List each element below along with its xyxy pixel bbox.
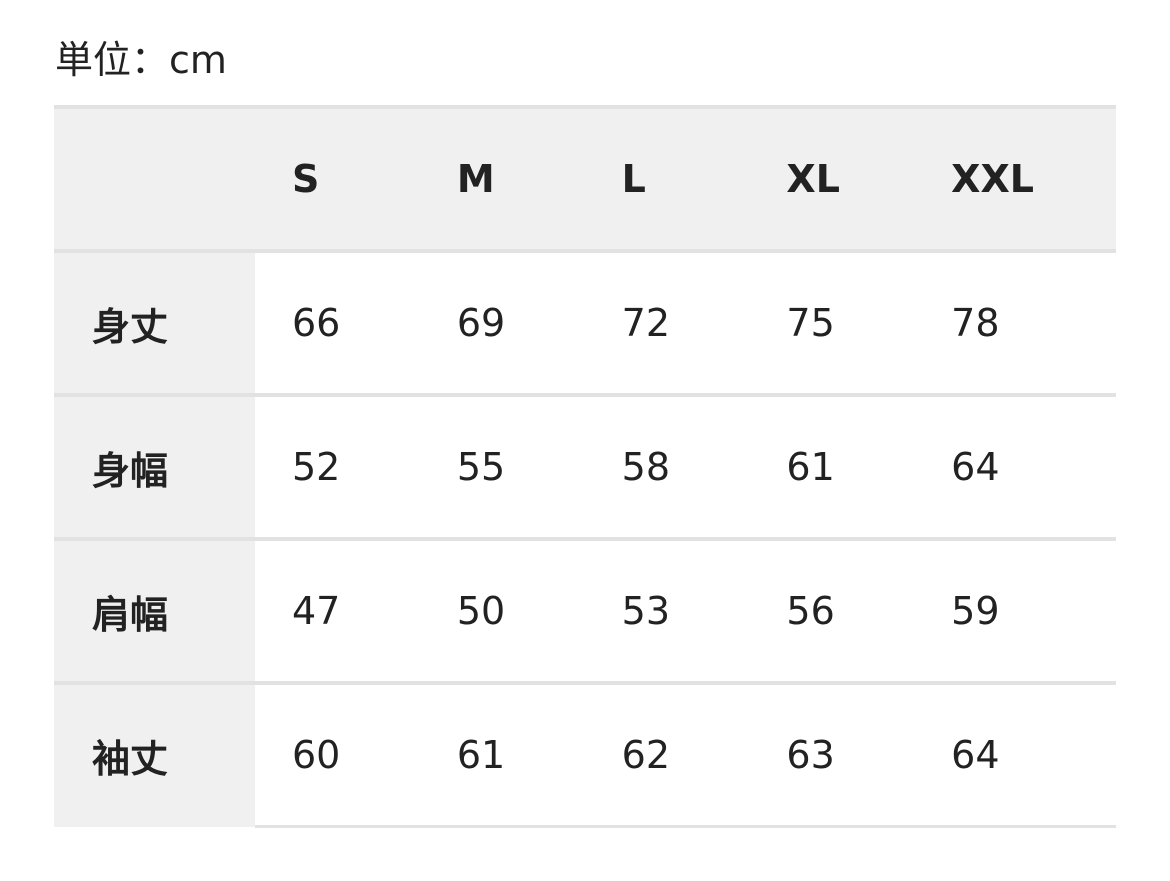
table-cell: 61: [786, 393, 952, 539]
table-cell: 60: [254, 681, 457, 828]
table-cell: 72: [621, 249, 787, 395]
row-header: 身幅: [54, 393, 255, 539]
table-row: 身丈 66 69 72 75 78: [54, 249, 1116, 395]
header-row: S M L XL XXL: [54, 105, 1116, 251]
table-cell: 58: [621, 393, 787, 539]
table-cell: 56: [786, 537, 952, 683]
row-header: 身丈: [54, 249, 255, 395]
table-cell: 52: [254, 393, 457, 539]
table-cell: 75: [786, 249, 952, 395]
row-header: 肩幅: [54, 537, 255, 683]
table-cell: 53: [621, 537, 787, 683]
table-cell: 63: [786, 681, 952, 828]
column-header: XL: [786, 105, 952, 251]
size-table: S M L XL XXL 身丈 66 69 72 75 78 身幅 52 55 58 61 64 肩幅 4…: [54, 105, 1116, 828]
table-cell: 59: [951, 537, 1116, 683]
unit-label: 単位：cm: [55, 38, 227, 82]
column-header: XXL: [951, 105, 1116, 251]
table-cell: 69: [456, 249, 622, 395]
column-header: M: [456, 105, 622, 251]
table-row: 身幅 52 55 58 61 64: [54, 393, 1116, 539]
table-cell: 62: [621, 681, 787, 828]
corner-cell: [54, 105, 255, 251]
table-cell: 64: [951, 681, 1116, 828]
table-cell: 47: [254, 537, 457, 683]
table-row: 袖丈 60 61 62 63 64: [54, 681, 1116, 828]
table-row: 肩幅 47 50 53 56 59: [54, 537, 1116, 683]
row-header: 袖丈: [54, 681, 255, 827]
table-cell: 66: [254, 249, 457, 395]
column-header: S: [254, 105, 457, 251]
table-cell: 55: [456, 393, 622, 539]
column-header: L: [621, 105, 787, 251]
table-cell: 50: [456, 537, 622, 683]
table-cell: 61: [456, 681, 622, 828]
table-cell: 78: [951, 249, 1116, 395]
table-cell: 64: [951, 393, 1116, 539]
